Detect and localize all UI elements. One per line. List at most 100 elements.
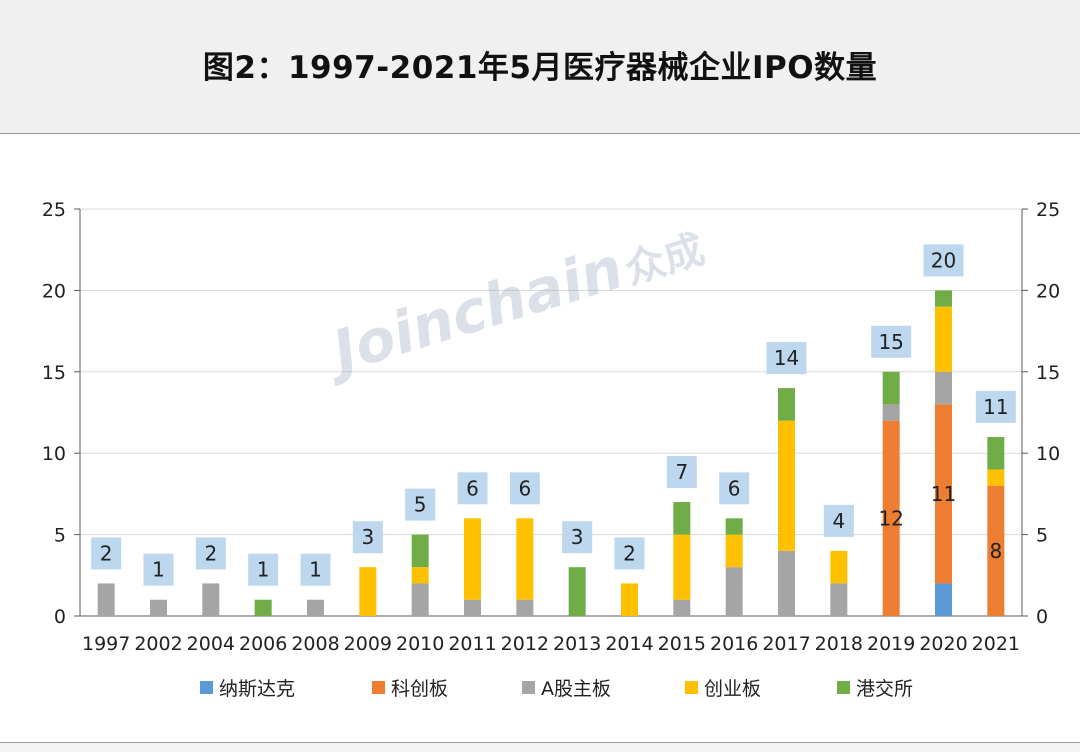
total-label-box [562,521,593,554]
total-label: 15 [878,330,903,354]
bar-segment [987,469,1005,486]
title-banner: 图2：1997-2021年5月医疗器械企业IPO数量 [0,0,1080,134]
legend-label: 科创板 [391,677,449,700]
bar-segment [882,371,900,405]
y-tick-label-left: 15 [42,362,66,384]
total-label-box [352,521,383,554]
total-label-box [871,325,912,358]
bar-segment [987,436,1005,470]
total-label: 14 [774,346,799,370]
x-tick-label: 2013 [553,633,601,655]
total-label: 2 [623,541,636,565]
y-tick-label-right: 5 [1036,525,1048,547]
total-label-box [457,472,488,505]
y-tick-label-left: 5 [54,525,66,547]
x-tick-label: 2016 [710,633,758,655]
bar-segment [987,485,1005,616]
total-label: 1 [152,558,165,582]
legend-swatch [372,680,385,694]
total-label-box [666,456,697,489]
total-label: 6 [466,476,479,500]
bar-segment [673,599,691,616]
legend-item: 科创板 [372,675,449,700]
total-label: 20 [931,248,956,272]
bar-segment [516,599,534,616]
total-label: 6 [728,476,741,500]
total-label: 1 [257,558,270,582]
y-tick-label-left: 25 [42,199,66,221]
x-tick-label: 2011 [448,633,496,655]
legend-swatch [522,680,535,694]
bar-segment [725,518,743,535]
bar-segment [254,599,272,616]
x-tick-label: 2006 [239,633,287,655]
bar-segment [935,290,952,307]
total-label-box [719,472,750,505]
chart-legend: 纳斯达克 科创板 A股主板 创业板 港交所 [0,675,1080,700]
total-label-box [405,488,436,521]
legend-swatch [200,680,213,694]
total-label-box [923,244,964,277]
legend-label: A股主板 [541,677,611,700]
total-label: 5 [414,493,427,517]
bar-segment [673,502,691,535]
segment-value-label: 11 [931,482,956,506]
total-label: 3 [571,525,584,549]
bar-segment [935,583,952,616]
total-label: 1 [309,558,322,582]
y-tick-label-right: 20 [1036,280,1060,302]
total-label: 6 [518,476,531,500]
total-label-box [823,504,854,537]
bottom-divider [0,742,1080,752]
bar-segment [307,599,324,616]
legend-item: 纳斯达克 [200,675,295,700]
total-label-box [300,553,331,586]
x-tick-label: 2015 [658,633,706,655]
chart-title: 图2：1997-2021年5月医疗器械企业IPO数量 [202,50,878,86]
bar-segment [673,534,691,600]
bar-segment [621,583,638,616]
legend-label: 港交所 [856,677,914,700]
bar-segment [830,550,848,584]
y-tick-label-right: 0 [1036,606,1048,628]
legend-item: 创业板 [685,675,762,700]
total-label-box [975,390,1016,423]
x-tick-label: 2012 [501,633,549,655]
legend-swatch [837,680,850,694]
bar-segment [778,420,795,551]
x-tick-label: 2009 [344,633,392,655]
x-tick-label: 2021 [972,633,1020,655]
total-label: 2 [100,541,113,565]
bar-segment [778,550,795,616]
legend-label: 创业板 [704,677,762,700]
bar-segment [202,583,220,616]
bar-segment [411,534,429,568]
bar-segment [411,583,429,616]
legend-item: A股主板 [522,675,611,700]
x-tick-label: 2008 [291,633,339,655]
x-tick-label: 2017 [762,633,810,655]
bar-segment [464,599,481,616]
total-label: 3 [361,525,374,549]
bar-segment [150,599,167,616]
bar-segment [778,388,795,421]
total-label-box [143,553,174,586]
bar-segment [464,518,481,600]
x-tick-label: 2004 [187,633,235,655]
bar-segment [568,567,586,616]
x-tick-label: 2020 [919,633,967,655]
bar-segment [359,567,377,616]
x-tick-label: 2018 [815,633,863,655]
x-tick-label: 2019 [867,633,915,655]
y-tick-label-right: 25 [1036,199,1060,221]
bar-segment [935,371,952,405]
x-tick-label: 2002 [134,633,182,655]
bar-segment [725,567,743,616]
total-label-box [248,553,279,586]
bar-segment [516,518,534,600]
total-label: 4 [832,509,845,533]
legend-item: 港交所 [837,675,914,700]
bar-segment [725,534,743,568]
segment-value-label: 12 [878,506,903,530]
